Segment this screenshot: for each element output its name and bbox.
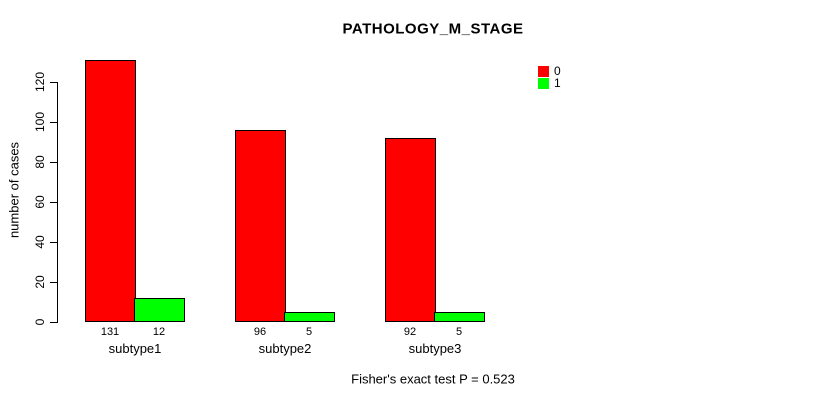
y-axis-label: number of cases: [6, 141, 22, 239]
y-tick-mark: [50, 162, 57, 163]
y-axis-line: [57, 82, 58, 323]
bar-value-label: 5: [455, 326, 463, 338]
bar-value-label: 96: [253, 326, 267, 338]
y-tick-mark: [50, 322, 57, 323]
bar-1-subtype2: [284, 312, 335, 322]
legend-swatch-icon: [538, 66, 549, 77]
bar-value-label: 5: [305, 326, 313, 338]
y-tick-label: 20: [33, 275, 47, 289]
bar-1-subtype3: [434, 312, 485, 322]
y-tick-mark: [50, 242, 57, 243]
category-label-subtype1: subtype1: [108, 341, 162, 356]
y-tick-label: 100: [33, 111, 47, 133]
y-tick-label: 0: [33, 318, 47, 326]
bar-0-subtype2: [235, 130, 286, 322]
category-label-subtype3: subtype3: [408, 341, 462, 356]
category-label-subtype2: subtype2: [258, 341, 312, 356]
bar-value-label: 131: [100, 326, 120, 338]
y-tick-mark: [50, 82, 57, 83]
legend-swatch-icon: [538, 78, 549, 89]
y-tick-label: 60: [33, 195, 47, 209]
bar-0-subtype3: [385, 138, 436, 322]
y-tick-label: 40: [33, 235, 47, 249]
chart-title: PATHOLOGY_M_STAGE: [342, 20, 524, 38]
legend-item-0: 0: [538, 64, 561, 78]
bar-1-subtype1: [134, 298, 185, 322]
y-tick-mark: [50, 202, 57, 203]
bar-value-label: 92: [403, 326, 417, 338]
bar-0-subtype1: [85, 60, 136, 322]
y-tick-label: 120: [33, 71, 47, 93]
legend-item-1: 1: [538, 76, 561, 90]
y-tick-mark: [50, 282, 57, 283]
bar-value-label: 12: [152, 326, 166, 338]
annotation-text: Fisher's exact test P = 0.523: [351, 371, 515, 387]
y-tick-label: 80: [33, 155, 47, 169]
legend-label: 1: [554, 76, 561, 90]
legend-label: 0: [554, 64, 561, 78]
y-tick-mark: [50, 122, 57, 123]
